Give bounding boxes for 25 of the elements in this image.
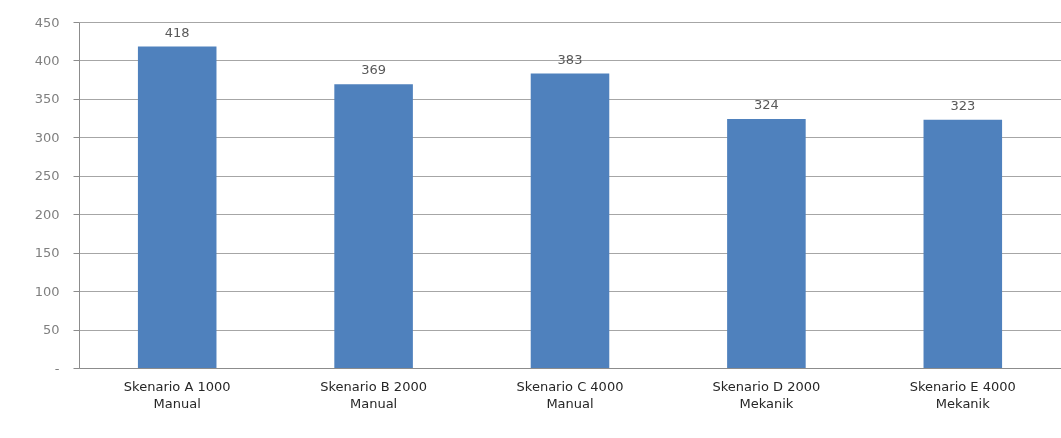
x-tick-label: Skenario E 4000 Mekanik: [909, 378, 1016, 411]
bar: [727, 118, 806, 368]
y-tick-label: 400: [34, 52, 60, 68]
x-tick-label: Skenario B 2000 Manual: [320, 378, 427, 411]
data-label: 418: [164, 24, 190, 40]
y-tick-label: 150: [34, 245, 60, 261]
bar: [334, 84, 413, 368]
bar: [923, 119, 1003, 368]
bar: [530, 73, 610, 368]
bar: [137, 46, 217, 368]
y-tick-label: 350: [34, 91, 60, 107]
data-label: 369: [361, 62, 387, 78]
x-tick-label: Skenario A 1000 Manual: [123, 378, 231, 411]
data-label: 324: [753, 96, 779, 112]
y-tick-label: 250: [34, 168, 60, 184]
data-label: 323: [950, 97, 976, 113]
data-label: 383: [557, 51, 583, 67]
y-tick-label: -: [54, 360, 60, 376]
y-tick-label: 100: [34, 283, 60, 299]
y-tick-label: 300: [34, 129, 60, 145]
x-tick-label: Skenario C 4000 Manual: [516, 378, 624, 411]
x-tick-label: Skenario D 2000 Mekanik: [712, 378, 821, 411]
y-tick-label: 50: [42, 322, 60, 338]
y-tick-label: 450: [34, 14, 60, 30]
y-tick-label: 200: [34, 206, 60, 222]
